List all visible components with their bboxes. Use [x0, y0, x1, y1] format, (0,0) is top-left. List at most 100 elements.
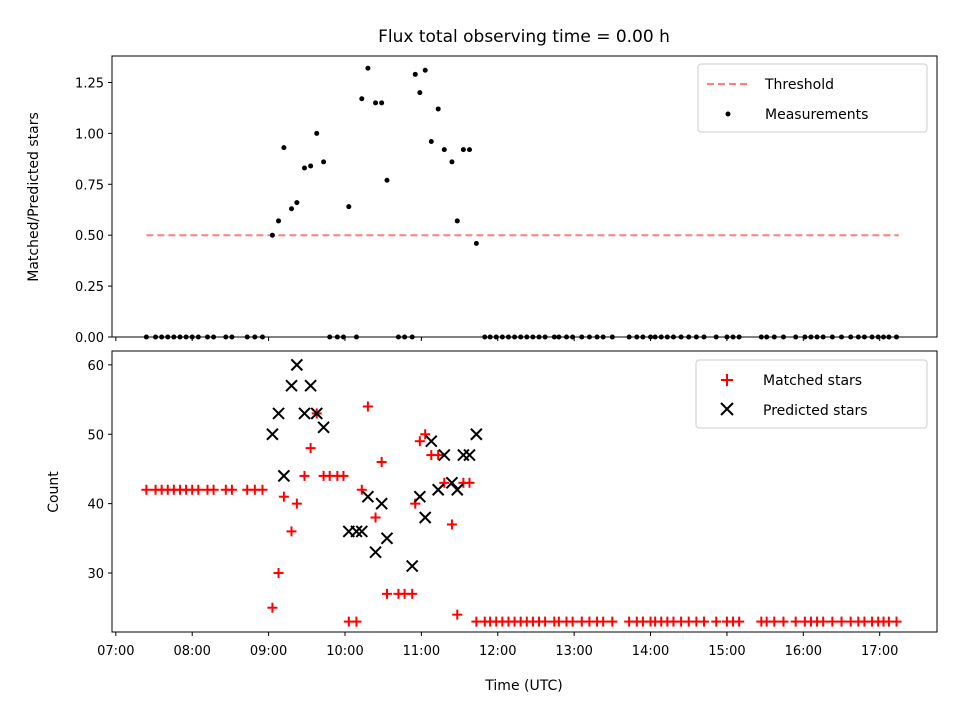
- matched-star-point: [778, 616, 789, 627]
- count-legend-box: [695, 359, 928, 429]
- measurement-point: [276, 218, 282, 224]
- matched-star-point: [226, 484, 237, 495]
- ratio-legend: Threshold Measurements: [697, 63, 928, 133]
- measurement-point: [321, 159, 327, 165]
- count-ytick-label: 40: [87, 498, 104, 513]
- ratio-ytick-label: 0.00: [75, 331, 104, 346]
- matched-star-point: [278, 491, 289, 502]
- matched-star-point: [267, 602, 278, 613]
- measurements-legend-marker: [725, 111, 731, 117]
- matched-star-point: [257, 484, 268, 495]
- predicted-star-point: [298, 407, 311, 420]
- matched-star-point: [338, 470, 349, 481]
- matched-star-point: [370, 512, 381, 523]
- matched-star-point: [790, 616, 801, 627]
- matched-star-point: [471, 616, 482, 627]
- ratio-ytick-label: 1.00: [75, 127, 104, 142]
- predicted-star-point: [463, 448, 476, 462]
- count-panel-frame: [111, 350, 938, 633]
- predicted-star-point: [418, 511, 432, 524]
- predicted-star-point: [350, 525, 363, 538]
- ratio-panel-frame: [111, 55, 938, 338]
- measurement-point: [365, 65, 371, 71]
- measurements-legend-label: Measurements: [765, 107, 868, 123]
- predicted-star-point: [369, 546, 382, 559]
- measurement-point: [359, 96, 365, 102]
- count-ytick-label: 60: [87, 359, 104, 374]
- matched-star-point: [607, 616, 618, 627]
- measurement-point: [289, 206, 295, 212]
- measurement-point: [412, 71, 418, 77]
- matched-star-point: [734, 616, 745, 627]
- matched-star-point: [769, 616, 780, 627]
- predicted-star-point: [406, 559, 419, 573]
- count-xtick-label: 17:00: [861, 644, 898, 659]
- measurement-point: [417, 90, 423, 96]
- x-axis-label: Time (UTC): [484, 678, 562, 694]
- matched-star-point: [598, 616, 609, 627]
- measurement-point: [384, 177, 390, 183]
- matched-star-point: [362, 401, 373, 412]
- measurement-point: [294, 200, 300, 206]
- matched-legend-marker: [721, 374, 733, 386]
- matched-star-point: [699, 616, 710, 627]
- measurement-point: [302, 165, 307, 171]
- matched-star-point: [208, 484, 219, 495]
- count-xtick-label: 07:00: [97, 644, 134, 659]
- matched-star-point: [452, 609, 463, 620]
- predicted-star-point: [380, 532, 394, 545]
- threshold-legend-label: Threshold: [764, 77, 834, 93]
- measurement-point: [441, 147, 447, 153]
- matched-star-point: [420, 429, 431, 440]
- count-xtick-label: 08:00: [173, 644, 210, 659]
- count-xtick-label: 11:00: [403, 644, 440, 659]
- predicted-star-point: [317, 421, 330, 434]
- ratio-ytick-label: 0.25: [75, 280, 104, 295]
- ratio-ytick-label: 0.75: [75, 178, 104, 193]
- matched-star-point: [540, 616, 551, 627]
- predicted-star-point: [277, 469, 291, 483]
- count-xtick-label: 12:00: [479, 644, 516, 659]
- matched-star-point: [299, 470, 310, 481]
- measurement-point: [422, 67, 428, 73]
- count-panel: 30 40 50 60 07:00 08:00 09:00 10:00 11:00 12:00 1…: [46, 350, 938, 694]
- measurement-point: [379, 100, 385, 106]
- measurement-point: [460, 147, 466, 153]
- predicted-star-point: [361, 490, 375, 503]
- predicted-star-point: [413, 490, 427, 503]
- predicted-star-point: [272, 407, 285, 420]
- measurement-point: [454, 218, 460, 224]
- matched-legend-label: Matched stars: [763, 373, 862, 389]
- predicted-star-point: [310, 407, 323, 420]
- matched-star-point: [356, 484, 367, 495]
- predicted-star-point: [445, 476, 459, 490]
- measurement-point: [314, 130, 320, 136]
- predicted-star-point: [355, 525, 368, 538]
- count-legend: Matched stars Predicted stars: [695, 359, 928, 429]
- predicted-star-point: [304, 379, 317, 392]
- count-xtick-label: 15:00: [708, 644, 745, 659]
- matched-star-point: [439, 477, 450, 488]
- matched-star-point: [193, 484, 204, 495]
- count-ytick-label: 30: [87, 567, 104, 582]
- matched-star-point: [464, 477, 475, 488]
- matched-star-point: [567, 616, 578, 627]
- predicted-star-point: [470, 428, 483, 441]
- predicted-star-point: [431, 483, 445, 496]
- matched-star-point: [414, 436, 425, 447]
- predicted-star-point: [425, 434, 438, 448]
- count-xtick-label: 14:00: [632, 644, 669, 659]
- count-xtick-label: 10:00: [326, 644, 363, 659]
- measurement-point: [435, 106, 441, 112]
- matched-star-point: [818, 616, 829, 627]
- matched-star-point: [407, 588, 418, 599]
- matched-star-point: [376, 457, 387, 468]
- predicted-legend-marker: [720, 402, 734, 416]
- measurement-point: [269, 232, 275, 238]
- chart-title: Flux total observing time = 0.00 h: [378, 27, 670, 47]
- matched-star-point: [291, 498, 302, 509]
- measurement-point: [346, 204, 352, 210]
- ratio-ytick-label: 0.50: [75, 229, 104, 244]
- measurement-point: [281, 145, 287, 151]
